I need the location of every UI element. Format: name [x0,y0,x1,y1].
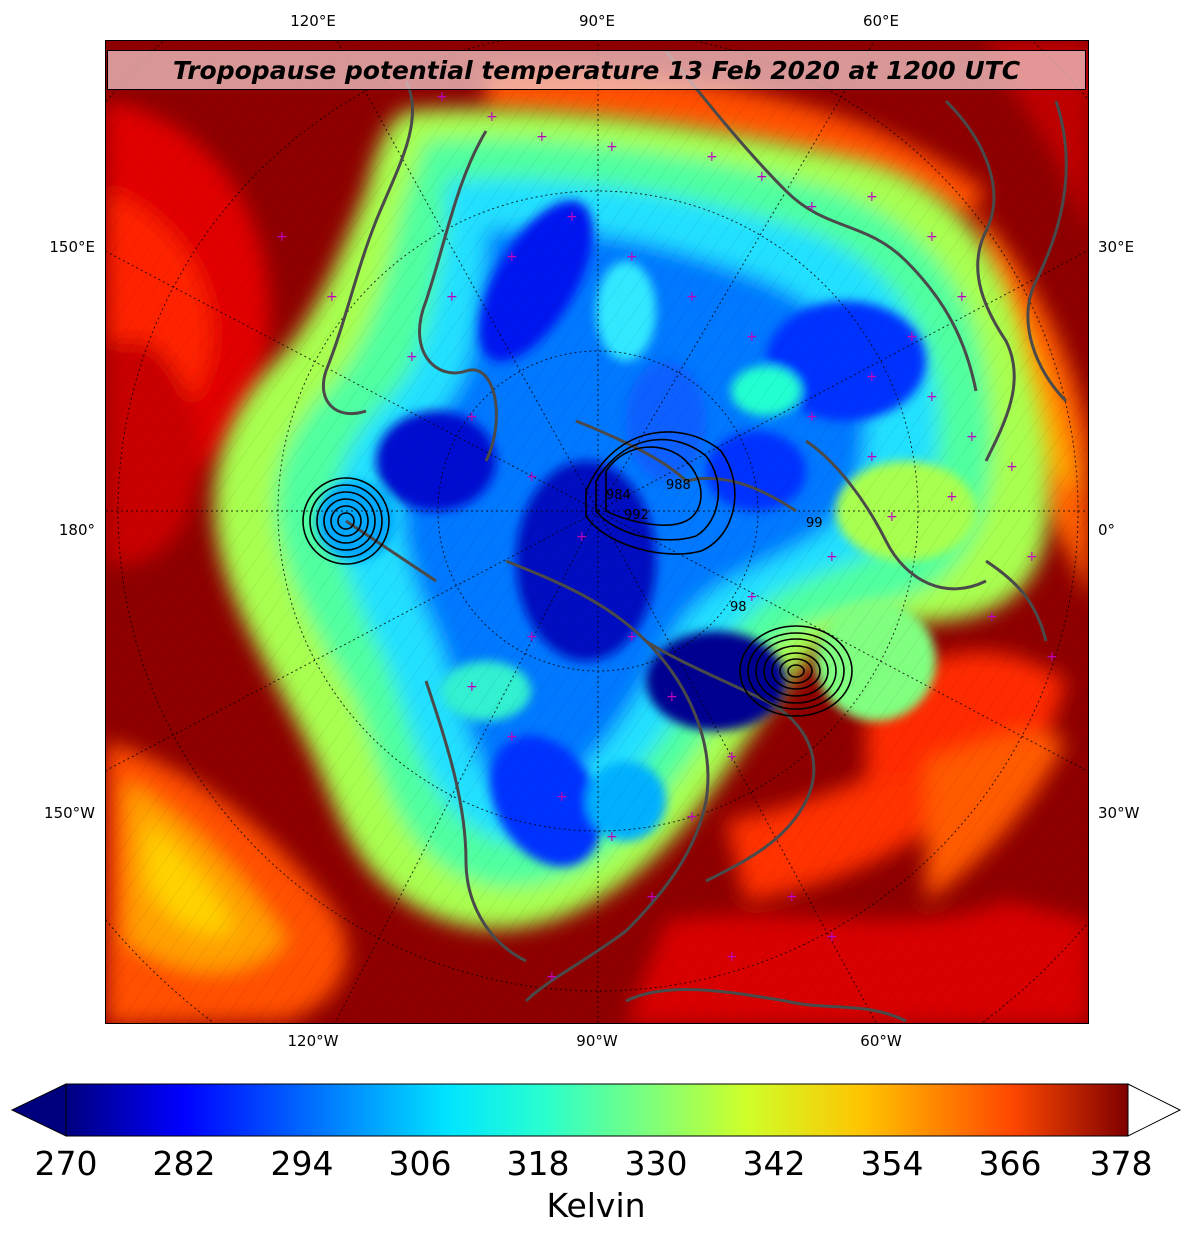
tick-right-label: 30°W [1098,804,1140,822]
svg-text:+: + [926,389,938,405]
contour-label: 984 [606,488,631,503]
colorbar-tick-label: 270 [34,1144,98,1183]
tick-top-label: 60°E [862,12,900,30]
svg-text:+: + [526,469,538,485]
svg-text:+: + [866,189,878,205]
colorbar-tick-label: 378 [1089,1144,1153,1183]
svg-text:+: + [606,139,618,155]
map-panel: 984 988 992 99 98 + + + + + + + + + + + + + + +… [105,40,1089,1024]
svg-text:+: + [626,629,638,645]
tick-top-label: 90°E [578,12,616,30]
svg-text:+: + [606,829,618,845]
contour-texture [106,41,1088,1023]
colorbar [10,1083,1182,1137]
svg-text:+: + [506,729,518,745]
svg-text:+: + [506,249,518,265]
contour-label: 99 [806,516,823,531]
tick-left-label: 150°W [44,804,95,822]
svg-text:+: + [536,129,548,145]
svg-text:+: + [826,549,838,565]
svg-text:+: + [726,949,738,965]
tick-bottom-label: 90°W [576,1032,618,1050]
svg-text:+: + [576,529,588,545]
svg-text:+: + [746,329,758,345]
svg-text:+: + [466,409,478,425]
svg-text:+: + [326,289,338,305]
svg-text:+: + [276,229,288,245]
colorbar-tick-label: 306 [388,1144,452,1183]
svg-text:+: + [1046,649,1058,665]
svg-text:+: + [1026,549,1038,565]
svg-text:+: + [666,689,678,705]
svg-text:+: + [446,289,458,305]
low-pressure-east [739,625,853,717]
svg-text:+: + [746,589,758,605]
svg-text:+: + [686,809,698,825]
tick-right-label: 0° [1098,521,1116,539]
tick-left-label: 150°E [49,238,95,256]
svg-text:+: + [866,449,878,465]
colorbar-tick-label: 366 [978,1144,1042,1183]
svg-text:+: + [986,609,998,625]
colorbar-tick-label: 330 [624,1144,688,1183]
svg-text:+: + [466,679,478,695]
colorbar-tick-label: 294 [270,1144,334,1183]
station-markers: + + + + + + + + + + + + + + + + + + + + + + + + + + +… [276,89,1058,985]
tick-top-label: 120°E [290,12,336,30]
svg-text:+: + [886,509,898,525]
colorbar-min-extension [10,1083,67,1137]
svg-text:+: + [786,889,798,905]
svg-text:+: + [436,89,448,105]
contour-label: 98 [730,600,747,615]
graticule [106,41,1088,1023]
contour-label: 988 [666,478,691,493]
colorbar-tick-label: 282 [152,1144,216,1183]
svg-text:+: + [1006,459,1018,475]
svg-text:+: + [906,329,918,345]
svg-text:+: + [826,929,838,945]
svg-text:+: + [566,209,578,225]
low-pressure-central [585,431,736,555]
svg-text:+: + [706,149,718,165]
svg-text:+: + [406,349,418,365]
svg-text:+: + [966,429,978,445]
colorbar-max-extension [1127,1083,1182,1137]
svg-text:+: + [806,199,818,215]
tropopause-theta-field: 984 988 992 99 98 + + + + + + + + + + + + + + +… [106,41,1088,1023]
svg-text:+: + [546,969,558,985]
svg-text:+: + [526,629,538,645]
svg-text:+: + [926,229,938,245]
tick-left-label: 180° [58,521,95,539]
svg-text:+: + [756,169,768,185]
svg-text:+: + [806,409,818,425]
svg-text:+: + [726,749,738,765]
contour-label-group: 984 988 992 99 98 [606,478,823,615]
tick-bottom-label: 120°W [287,1032,339,1050]
colorbar-tick-label: 354 [860,1144,924,1183]
svg-text:+: + [646,889,658,905]
colorbar-tick-label: 318 [506,1144,570,1183]
svg-text:+: + [686,289,698,305]
svg-text:+: + [626,249,638,265]
low-pressure-west [302,477,390,565]
svg-text:+: + [946,489,958,505]
colorbar-label: Kelvin [546,1186,646,1225]
map-title: Tropopause potential temperature 13 Feb … [107,50,1086,90]
svg-text:+: + [956,289,968,305]
colorbar-gradient [65,1083,1129,1137]
svg-text:+: + [866,369,878,385]
contour-label: 992 [624,508,649,523]
tick-right-label: 30°E [1098,238,1135,256]
svg-text:+: + [486,109,498,125]
svg-text:+: + [556,789,568,805]
colorbar-tick-label: 342 [742,1144,806,1183]
coastlines [321,50,1068,1023]
tick-bottom-label: 60°W [860,1032,902,1050]
